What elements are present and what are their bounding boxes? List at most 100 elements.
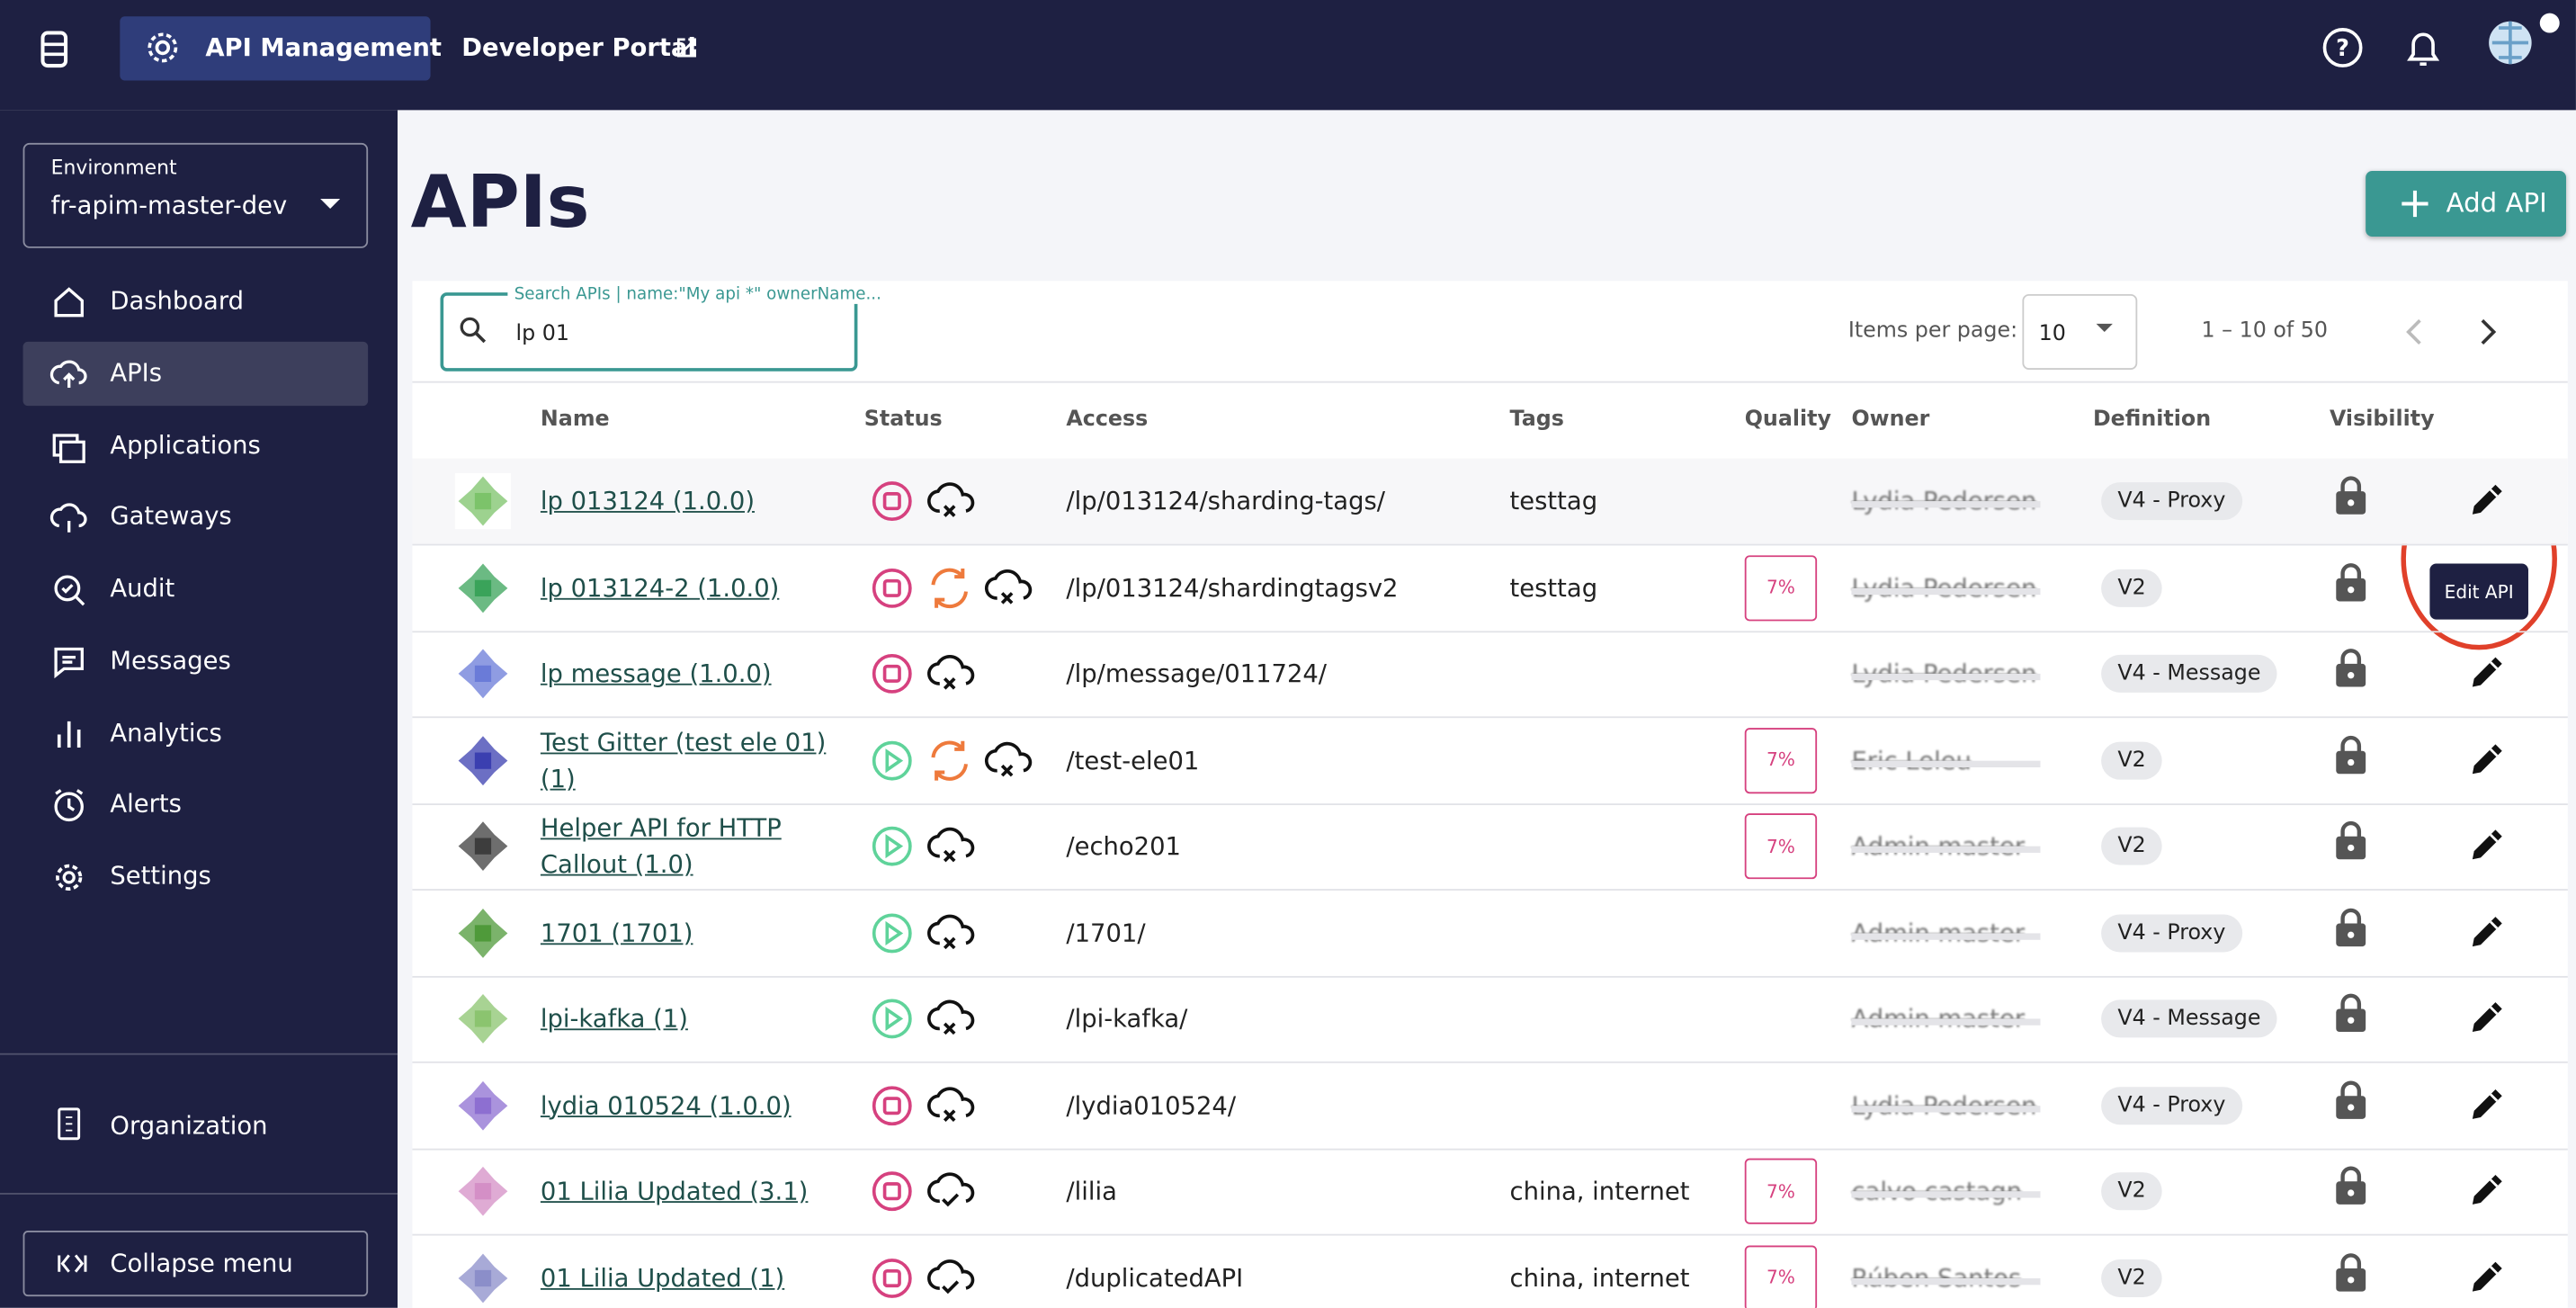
edit-button[interactable] [2467, 739, 2507, 778]
api-name[interactable]: lp 013124 (1.0.0) [540, 486, 756, 516]
menu-item[interactable]: Dashboard [110, 285, 245, 316]
lock-icon [2336, 907, 2366, 946]
definition-badge: V4 - Message [2101, 654, 2277, 693]
api-name[interactable]: lp 013124-2 (1.0.0) [540, 572, 780, 603]
menu-icon [54, 575, 85, 606]
definition-badge: V4 - Proxy [2101, 1086, 2242, 1124]
api-avatar [454, 990, 512, 1047]
add-api-button[interactable] [2366, 170, 2566, 237]
nav-item[interactable]: API Management [205, 32, 443, 63]
definition-badge: V4 - Message [2101, 999, 2277, 1038]
search-input[interactable]: lp 01 [515, 321, 569, 347]
access-path: /echo201 [1066, 831, 1181, 862]
row-divider [412, 543, 2568, 546]
edit-button[interactable] [2467, 825, 2507, 865]
items-per-page-value: 10 [2038, 321, 2066, 347]
menu-icon [49, 360, 87, 389]
divider [0, 1193, 398, 1195]
nav-item[interactable]: Developer Portal [461, 32, 696, 63]
search-label: Search APIs | name:"My api *" ownerName.… [507, 285, 889, 304]
api-name[interactable]: lydia 010524 (1.0.0) [540, 1089, 792, 1120]
menu-selected [22, 341, 369, 407]
menu-item[interactable]: Organization [110, 1110, 268, 1141]
avatar[interactable] [2487, 10, 2566, 76]
access-path: /duplicatedAPI [1066, 1262, 1244, 1293]
api-name[interactable]: Helper API for HTTP Callout (1.0) [540, 813, 782, 880]
search-box[interactable] [440, 292, 858, 372]
prev-page[interactable] [2405, 318, 2425, 345]
api-name[interactable]: 01 Lilia Updated (1) [540, 1262, 785, 1293]
edit-button[interactable] [2467, 1256, 2507, 1295]
tags: testtag [1509, 486, 1598, 516]
edit-button[interactable] [2467, 998, 2507, 1037]
collapse-button[interactable] [22, 1231, 369, 1297]
menu-item[interactable]: Audit [110, 573, 175, 604]
menu-icon [54, 789, 84, 822]
column-header: Status [863, 407, 943, 433]
edit-button[interactable] [2467, 911, 2507, 951]
nav-active[interactable] [120, 16, 431, 81]
api-name[interactable]: 01 Lilia Updated (3.1) [540, 1176, 809, 1206]
row-divider [412, 630, 2568, 632]
api-name[interactable]: Test Gitter (test ele 01) (1) [540, 727, 827, 793]
status-icons [872, 912, 975, 953]
column-header: Owner [1851, 407, 1930, 433]
edit-button[interactable] [2467, 652, 2507, 692]
next-page[interactable] [2477, 318, 2497, 345]
status-icons [872, 826, 975, 866]
collapse-icon [58, 1254, 87, 1273]
menu-item[interactable]: Messages [110, 645, 231, 676]
help-icon[interactable]: ? [2321, 26, 2367, 72]
owner-blur [1851, 673, 2041, 681]
access-path: /lp/message/011724/ [1066, 658, 1328, 689]
access-path: /lpi-kafka/ [1066, 1003, 1188, 1034]
definition-badge: V2 [2101, 1172, 2162, 1211]
quality-badge: 7% [1744, 1244, 1818, 1308]
edit-button[interactable] [2467, 1084, 2507, 1124]
access-path: /lydia010524/ [1066, 1089, 1237, 1120]
access-path: /test-ele01 [1066, 745, 1200, 775]
lock-icon [2336, 1080, 2366, 1118]
lock-icon [2336, 1166, 2366, 1205]
menu-item[interactable]: Settings [110, 861, 211, 891]
menu-item[interactable]: Gateways [110, 501, 232, 531]
lock-icon [2336, 993, 2366, 1033]
external-icon [676, 38, 696, 58]
environment-select[interactable] [22, 142, 369, 248]
menu-item[interactable]: APIs [110, 358, 162, 389]
dropdown-arrow [2096, 323, 2113, 332]
add-api-label[interactable]: Add API [2446, 187, 2547, 219]
logo[interactable] [36, 30, 76, 72]
page-title: APIs [410, 160, 590, 246]
svg-text:?: ? [2336, 35, 2349, 62]
api-name[interactable]: lp message (1.0.0) [540, 658, 772, 689]
definition-badge: V2 [2101, 568, 2162, 606]
menu-item[interactable]: Analytics [110, 718, 222, 748]
menu-item[interactable]: Applications [110, 430, 261, 461]
row-divider [412, 716, 2568, 719]
api-avatar [454, 731, 512, 788]
row-divider [412, 1147, 2568, 1150]
edit-button[interactable] [2467, 479, 2507, 519]
menu-item[interactable]: Alerts [110, 788, 182, 819]
owner-blur [1851, 587, 2041, 595]
page-range: 1 – 10 of 50 [2201, 318, 2329, 344]
owner-blur [1851, 501, 2041, 508]
access-path: /lp/013124/sharding-tags/ [1066, 486, 1385, 516]
org-icon [58, 1107, 81, 1141]
api-name[interactable]: 1701 (1701) [540, 918, 693, 947]
api-name[interactable]: lpi-kafka (1) [540, 1003, 688, 1034]
items-per-page-label: Items per page: [1847, 318, 2018, 344]
tags: china, internet [1509, 1262, 1690, 1293]
tags: testtag [1509, 572, 1598, 603]
quality-badge: 7% [1744, 727, 1818, 793]
items-per-page-select[interactable] [2022, 293, 2138, 370]
bell-icon[interactable] [2402, 26, 2447, 72]
collapse-label[interactable]: Collapse menu [110, 1249, 293, 1279]
lock-icon [2336, 820, 2366, 860]
owner: Admin master [1851, 918, 2025, 947]
column-header: Quality [1744, 407, 1831, 433]
lock-icon [2336, 562, 2366, 601]
table-card [412, 281, 2568, 1308]
edit-button[interactable] [2467, 1169, 2507, 1209]
